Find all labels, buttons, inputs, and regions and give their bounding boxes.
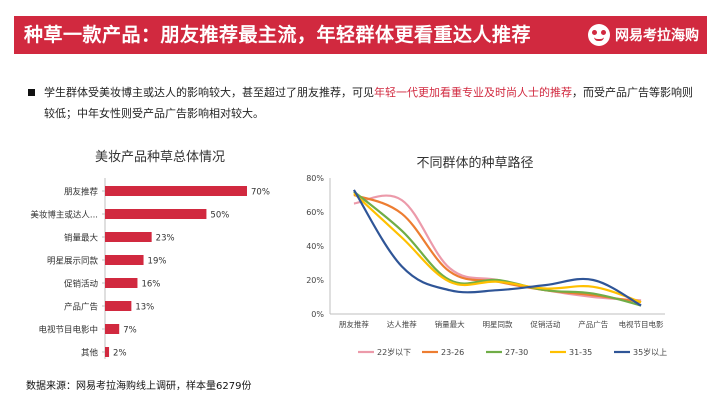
x-tick-label: 朋友推荐: [339, 319, 369, 329]
bar-category-label: 销量最大: [64, 233, 99, 244]
bar: [105, 255, 144, 265]
bar-category-label: 朋友推荐: [64, 187, 99, 198]
brand-logo-text: 网易考拉海购: [615, 28, 699, 44]
y-tick-label: 0%: [311, 310, 324, 319]
bar-category-label: 电视节目电影中: [38, 325, 98, 336]
bar-category-label: 产品广告: [64, 302, 98, 313]
bar-category-label: 明星展示同款: [47, 256, 99, 267]
bar-value-label: 7%: [123, 326, 137, 336]
bar: [105, 324, 120, 334]
series-line: [353, 190, 642, 307]
bar: [105, 347, 110, 357]
line-chart: 0% 20% 40% 60% 80% 朋友推荐 达人推荐 销量最大 明星同款 促销活动 产品广告 电视…: [306, 174, 667, 357]
summary-text-after: ，而受产品广告等影响则较低；中年女性则受产品广告影响相对较大。: [44, 86, 693, 120]
legend-label: 35岁以上: [633, 347, 667, 357]
x-tick-label: 电视节目电影: [619, 319, 664, 329]
bar: [105, 186, 247, 196]
x-tick-label: 销量最大: [435, 319, 465, 329]
bar-value-label: 50%: [210, 211, 229, 221]
bar-category-label: 其他: [81, 348, 99, 359]
bar: [105, 232, 152, 242]
series-line: [352, 189, 642, 307]
bar-value-label: 19%: [148, 257, 167, 267]
summary-text: 学生群体受美妆博主或达人的影响较大，甚至超过了朋友推荐，可见年轻一代更加看重专业…: [44, 82, 700, 124]
y-tick-label: 80%: [306, 174, 324, 183]
summary-text-before: 学生群体受美妆博主或达人的影响较大，甚至超过了朋友推荐，可见: [44, 86, 374, 99]
series-line: [353, 193, 642, 304]
bullet-square-icon: [28, 89, 35, 96]
legend-label: 31-35: [569, 348, 592, 357]
summary-bullet: 学生群体受美妆博主或达人的影响较大，甚至超过了朋友推荐，可见年轻一代更加看重专业…: [28, 82, 700, 124]
page-title: 种草一款产品：朋友推荐最主流，年轻群体更看重达人推荐: [24, 24, 532, 46]
line-chart-title: 不同群体的种草路径: [416, 156, 534, 171]
legend-label: 23-26: [441, 348, 464, 357]
bar: [105, 301, 132, 311]
bar: [105, 209, 207, 219]
bar-value-label: 70%: [251, 188, 270, 198]
bar-value-label: 16%: [141, 280, 160, 290]
brand-logo: 网易考拉海购: [588, 23, 699, 47]
bar-value-label: 23%: [156, 234, 175, 244]
bar: [105, 278, 138, 288]
summary-text-highlight: 年轻一代更加看重专业及时尚人士的推荐: [374, 86, 572, 99]
bar-value-label: 2%: [113, 349, 127, 359]
bar-category-label: 促销活动: [64, 279, 99, 290]
bar-chart-title: 美妆产品种草总体情况: [94, 150, 225, 165]
header-banner: 种草一款产品：朋友推荐最主流，年轻群体更看重达人推荐 网易考拉海购: [14, 16, 707, 54]
y-tick-label: 60%: [306, 208, 324, 217]
y-tick-label: 20%: [306, 276, 324, 285]
x-tick-label: 达人推荐: [387, 319, 417, 329]
x-tick-label: 产品广告: [578, 319, 608, 329]
x-tick-label: 明星同款: [483, 319, 513, 329]
x-tick-label: 促销活动: [530, 319, 560, 329]
series-line: [353, 192, 642, 304]
bar-category-label: 美妆博主或达人...: [30, 210, 98, 221]
y-tick-label: 40%: [306, 242, 324, 251]
legend-label: 27-30: [505, 348, 528, 357]
legend-label: 22岁以下: [377, 347, 411, 357]
data-source-note: 数据来源：网易考拉海购线上调研，样本量6279份: [26, 381, 252, 392]
bar-chart: 朋友推荐 70% 美妆博主或达人... 50% 销量最大 23% 明星展示同款 19% 促销活动…: [30, 178, 270, 359]
bar-value-label: 13%: [135, 303, 154, 313]
koala-logo-icon: [588, 24, 610, 46]
